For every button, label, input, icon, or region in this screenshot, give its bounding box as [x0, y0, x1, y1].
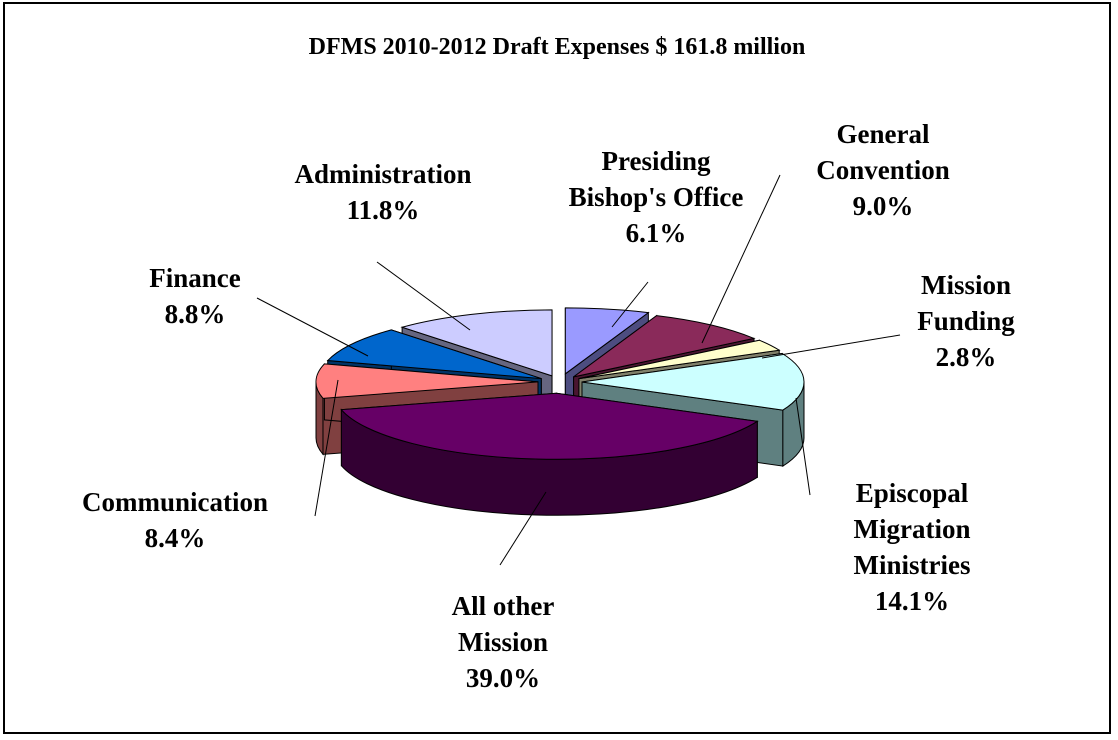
chart-frame: DFMS 2010-2012 Draft Expenses $ 161.8 mi…	[3, 2, 1111, 734]
slice-name-label: Convention	[816, 155, 950, 185]
slice-percent-label: 2.8%	[936, 342, 997, 372]
slice-percent-label: 9.0%	[853, 191, 914, 221]
pie-slice	[564, 307, 650, 375]
pie-slice	[315, 363, 539, 399]
slice-percent-label: 11.8%	[347, 195, 420, 225]
leader-line	[256, 297, 369, 357]
slice-name-label: Episcopal	[856, 478, 969, 508]
chart-title: DFMS 2010-2012 Draft Expenses $ 161.8 mi…	[308, 34, 806, 60]
leader-line	[761, 334, 901, 359]
leader-line	[795, 397, 811, 496]
slice-percent-label: 39.0%	[466, 663, 540, 693]
leader-line	[611, 281, 649, 328]
leader-line	[499, 491, 547, 566]
pie-slice	[581, 352, 805, 411]
slice-name-label: General	[837, 119, 930, 149]
slice-name-label: Communication	[82, 487, 268, 517]
slice-percent-label: 14.1%	[875, 586, 949, 616]
slice-percent-label: 8.8%	[165, 299, 226, 329]
slice-tops	[315, 307, 805, 460]
leader-line	[376, 261, 471, 331]
slice-name-label: Bishop's Office	[569, 182, 744, 212]
slice-name-label: Migration	[854, 514, 971, 544]
slice-name-label: Mission	[458, 627, 548, 657]
leader-line	[314, 379, 339, 517]
slice-percent-label: 6.1%	[626, 218, 687, 248]
slice-name-label: Finance	[149, 263, 241, 293]
pie-slice	[578, 339, 781, 380]
leader-line	[701, 174, 781, 344]
pie-slice	[326, 329, 542, 380]
slice-name-label: Mission	[921, 270, 1011, 300]
slice-name-label: All other	[452, 591, 555, 621]
slice-name-label: Ministries	[854, 550, 971, 580]
pie-slice	[400, 309, 553, 377]
slice-percent-label: 8.4%	[145, 523, 206, 553]
pie-slice	[340, 392, 759, 460]
slice-name-label: Funding	[917, 306, 1015, 336]
slice-labels: Presiding Bishop's Office 6.1% General Conve…	[82, 119, 1015, 693]
slice-name-label: Administration	[294, 159, 471, 189]
slice-name-label: Presiding	[601, 146, 711, 176]
